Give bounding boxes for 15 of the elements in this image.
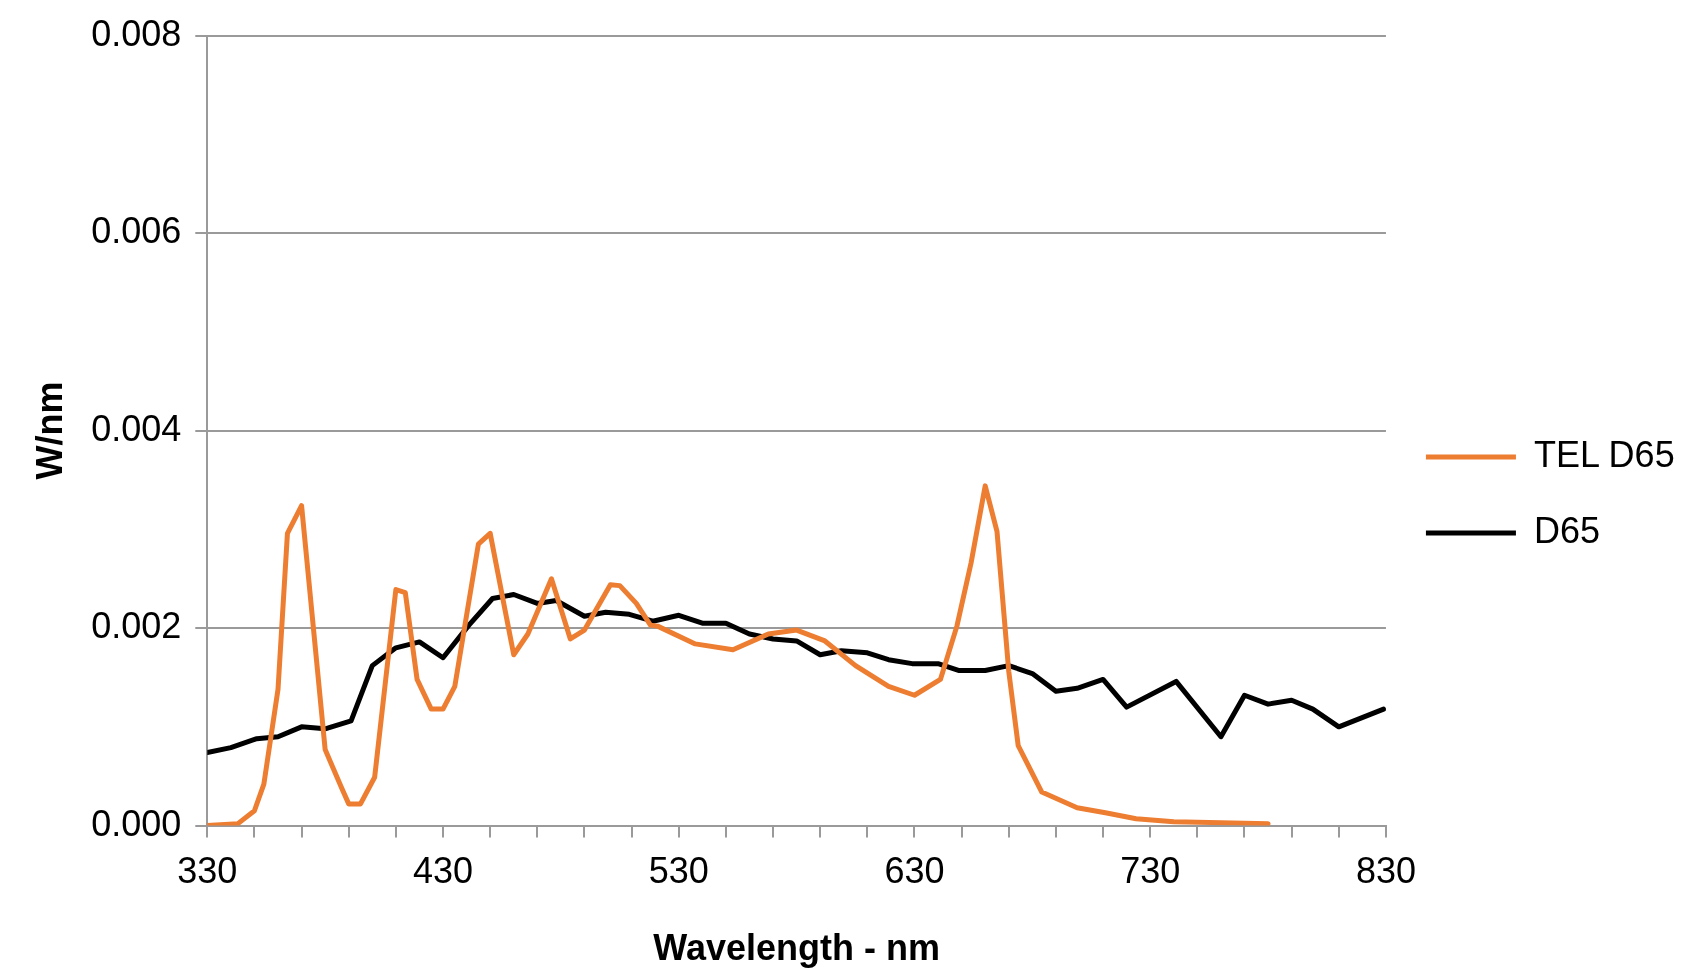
y-tick-label: 0.004 [91, 407, 182, 449]
x-tick-label: 630 [884, 850, 945, 892]
x-tick-label: 430 [412, 850, 474, 892]
y-tick-label: 0.000 [91, 802, 182, 844]
legend-label: D65 [1533, 509, 1600, 551]
x-tick-label: 730 [1120, 850, 1181, 892]
legend-label: TEL D65 [1533, 433, 1675, 475]
x-tick-label: 530 [648, 850, 709, 892]
x-tick-label: 330 [177, 850, 238, 892]
x-tick-label: 830 [1355, 850, 1416, 892]
y-tick-label: 0.008 [91, 12, 182, 54]
x-axis-title: Wavelength - nm [653, 927, 940, 969]
y-tick-label: 0.002 [91, 605, 182, 647]
y-axis-title: W/nm [28, 381, 70, 480]
y-tick-label: 0.006 [91, 210, 182, 252]
